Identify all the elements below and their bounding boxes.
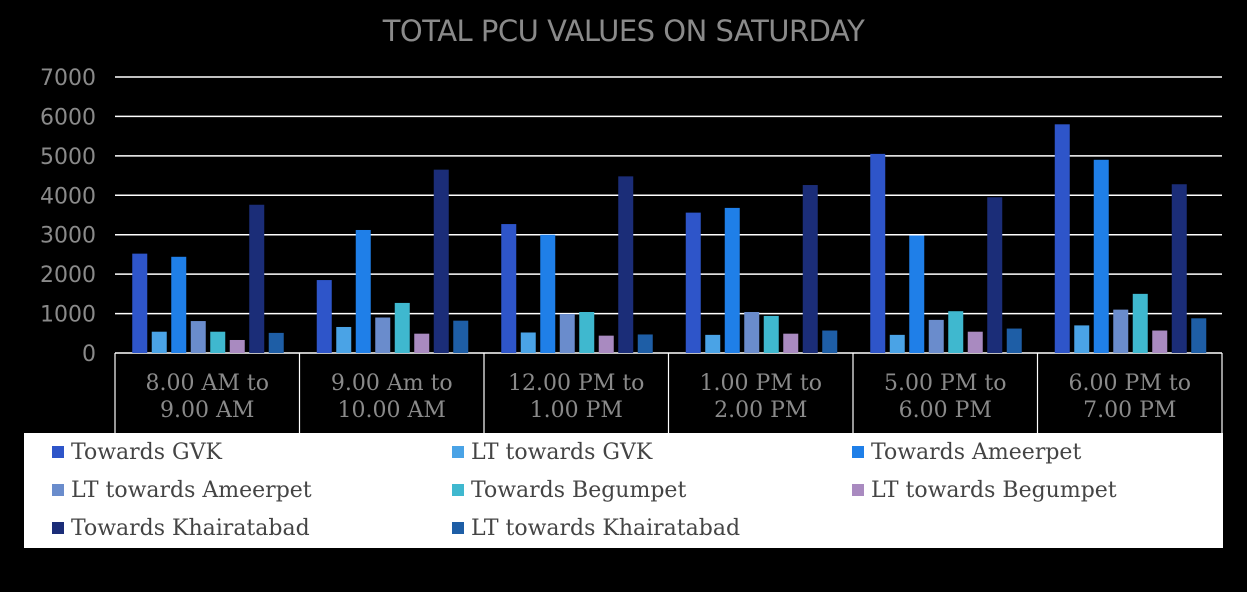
x-tick-label: 7.00 PM bbox=[1083, 398, 1176, 423]
x-tick-label: 9.00 AM bbox=[160, 398, 254, 423]
bar-towards-ameerpet bbox=[1093, 159, 1109, 353]
x-tick-label: 2.00 PM bbox=[714, 398, 807, 423]
legend-swatch bbox=[452, 522, 464, 534]
legend-swatch bbox=[852, 446, 864, 458]
legend-item: Towards Khairatabad bbox=[52, 513, 310, 543]
legend-swatch bbox=[52, 446, 64, 458]
bar-towards-begumpet bbox=[394, 302, 410, 353]
bar-towards-ameerpet bbox=[355, 229, 371, 353]
legend-swatch bbox=[452, 484, 464, 496]
legend-label: LT towards Khairatabad bbox=[471, 515, 741, 541]
y-tick-label: 4000 bbox=[40, 184, 96, 209]
legend-label: LT towards GVK bbox=[471, 439, 653, 465]
bar-lt-towards-ameerpet bbox=[1113, 309, 1129, 353]
bar-towards-ameerpet bbox=[724, 207, 740, 353]
bar-lt-towards-gvk bbox=[520, 332, 536, 353]
x-tick-label: 1.00 PM bbox=[530, 398, 623, 423]
legend-label: LT towards Begumpet bbox=[871, 477, 1117, 503]
legend-label: LT towards Ameerpet bbox=[71, 477, 312, 503]
bar-lt-towards-gvk bbox=[1074, 325, 1090, 353]
x-tick-label: 5.00 PM to bbox=[884, 371, 1006, 396]
bar-towards-begumpet bbox=[948, 311, 964, 353]
bar-lt-towards-khairatabad bbox=[268, 332, 284, 353]
legend-label: Towards Ameerpet bbox=[871, 439, 1082, 465]
bar-towards-begumpet bbox=[210, 331, 226, 353]
bar-towards-gvk bbox=[685, 212, 701, 353]
legend-swatch bbox=[52, 522, 64, 534]
bar-towards-khairatabad bbox=[987, 197, 1003, 353]
bar-towards-ameerpet bbox=[171, 256, 187, 353]
y-tick-label: 5000 bbox=[40, 145, 96, 170]
legend-item: Towards Ameerpet bbox=[852, 437, 1081, 467]
y-tick-label: 0 bbox=[82, 342, 96, 367]
bar-towards-gvk bbox=[1054, 124, 1070, 353]
bar-towards-khairatabad bbox=[1171, 184, 1187, 353]
bar-lt-towards-begumpet bbox=[967, 331, 983, 353]
bar-lt-towards-ameerpet bbox=[559, 313, 575, 353]
legend-item: Towards GVK bbox=[52, 437, 222, 467]
bar-towards-begumpet bbox=[1132, 293, 1148, 353]
legend-item: Towards Begumpet bbox=[452, 475, 686, 505]
bar-lt-towards-gvk bbox=[336, 326, 352, 353]
bar-lt-towards-ameerpet bbox=[928, 319, 944, 353]
legend-item: LT towards Khairatabad bbox=[452, 513, 740, 543]
bar-lt-towards-ameerpet bbox=[744, 311, 760, 353]
bar-lt-towards-khairatabad bbox=[1191, 318, 1207, 353]
bar-towards-gvk bbox=[132, 253, 148, 353]
bar-lt-towards-begumpet bbox=[1152, 330, 1168, 353]
bar-towards-gvk bbox=[316, 280, 332, 353]
bar-lt-towards-khairatabad bbox=[822, 330, 838, 353]
x-tick-label: 9.00 Am to bbox=[331, 371, 453, 396]
x-tick-label: 6.00 PM to bbox=[1069, 371, 1191, 396]
bar-towards-khairatabad bbox=[802, 185, 818, 353]
legend-item: LT towards Ameerpet bbox=[52, 475, 312, 505]
bar-towards-khairatabad bbox=[249, 204, 265, 353]
legend-swatch bbox=[52, 484, 64, 496]
x-tick-label: 12.00 PM to bbox=[508, 371, 644, 396]
legend-label: Towards Khairatabad bbox=[71, 515, 310, 541]
x-tick-label: 10.00 AM bbox=[338, 398, 446, 423]
bar-lt-towards-begumpet bbox=[598, 335, 614, 353]
bar-lt-towards-ameerpet bbox=[190, 321, 206, 353]
bar-towards-khairatabad bbox=[433, 169, 449, 353]
bar-lt-towards-khairatabad bbox=[453, 320, 469, 353]
bar-lt-towards-begumpet bbox=[229, 339, 245, 353]
legend-swatch bbox=[452, 446, 464, 458]
chart-legend: Towards GVK LT towards GVK Towards Ameerpe… bbox=[24, 433, 1223, 548]
legend-swatch bbox=[852, 484, 864, 496]
bar-lt-towards-khairatabad bbox=[1006, 328, 1022, 353]
legend-item: LT towards Begumpet bbox=[852, 475, 1117, 505]
bar-towards-gvk bbox=[870, 153, 886, 353]
legend-label: Towards GVK bbox=[71, 439, 222, 465]
x-tick-label: 6.00 PM bbox=[899, 398, 992, 423]
bar-lt-towards-ameerpet bbox=[375, 317, 391, 353]
bar-towards-begumpet bbox=[579, 311, 595, 353]
bar-towards-gvk bbox=[501, 224, 517, 353]
legend-label: Towards Begumpet bbox=[471, 477, 687, 503]
bar-towards-begumpet bbox=[763, 315, 779, 353]
bar-lt-towards-begumpet bbox=[414, 333, 430, 353]
y-tick-label: 6000 bbox=[40, 105, 96, 130]
bar-lt-towards-khairatabad bbox=[637, 334, 653, 353]
bar-towards-khairatabad bbox=[618, 176, 634, 353]
chart-title: TOTAL PCU VALUES ON SATURDAY bbox=[382, 14, 865, 48]
bar-towards-ameerpet bbox=[540, 234, 556, 353]
bar-towards-ameerpet bbox=[909, 235, 925, 353]
legend-item: LT towards GVK bbox=[452, 437, 652, 467]
y-tick-label: 3000 bbox=[40, 224, 96, 249]
y-tick-label: 1000 bbox=[40, 303, 96, 328]
bar-lt-towards-gvk bbox=[889, 334, 905, 353]
bar-lt-towards-gvk bbox=[151, 331, 167, 353]
y-tick-label: 7000 bbox=[40, 66, 96, 91]
y-tick-label: 2000 bbox=[40, 263, 96, 288]
x-tick-label: 8.00 AM to bbox=[146, 371, 269, 396]
x-tick-label: 1.00 PM to bbox=[700, 371, 822, 396]
bar-lt-towards-gvk bbox=[705, 334, 721, 353]
bar-lt-towards-begumpet bbox=[783, 333, 799, 353]
